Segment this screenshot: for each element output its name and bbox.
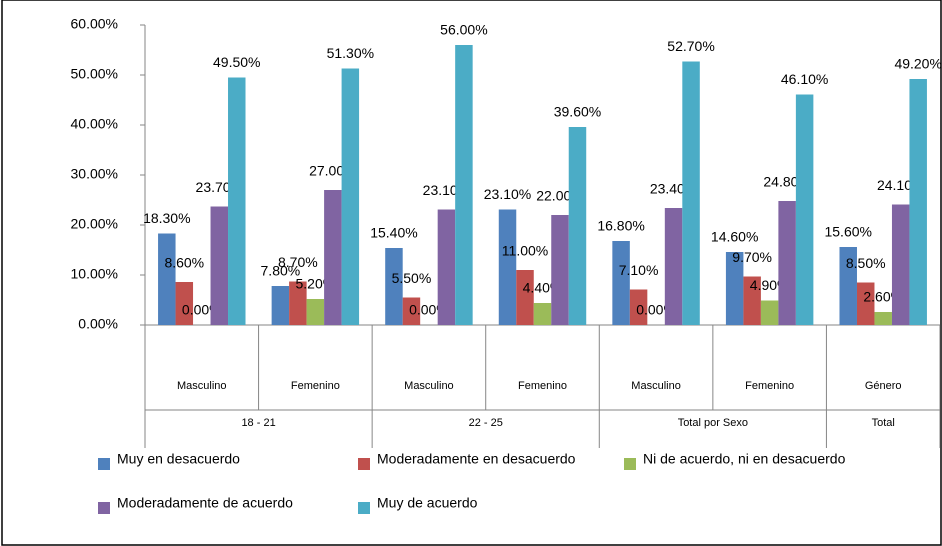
x-tick-label: Masculino: [631, 380, 681, 392]
bar: [682, 61, 700, 325]
value-label: 49.50%: [213, 54, 260, 70]
value-label: 56.00%: [440, 22, 487, 38]
value-label: 49.20%: [894, 56, 941, 72]
value-label: 23.10%: [484, 186, 531, 202]
bar: [437, 209, 456, 325]
value-label: 8.50%: [846, 255, 886, 271]
y-tick-label: 50.00%: [71, 66, 118, 82]
value-label: 7.80%: [261, 263, 301, 279]
value-label: 5.50%: [392, 270, 432, 286]
x-tick-label: Género: [865, 380, 902, 392]
bar: [455, 45, 473, 325]
y-tick-label: 30.00%: [71, 166, 118, 182]
y-tick-label: 20.00%: [71, 216, 118, 232]
bar: [158, 233, 176, 325]
bar: [856, 282, 875, 325]
legend-swatch: [624, 458, 636, 470]
bar: [909, 79, 927, 325]
bar: [289, 281, 307, 325]
bar: [533, 303, 552, 325]
legend-label: Ni de acuerdo, ni en desacuerdo: [643, 451, 846, 467]
legend-label: Muy en desacuerdo: [117, 451, 240, 467]
legend-swatch: [358, 502, 370, 514]
bar: [664, 208, 683, 325]
value-label: 15.60%: [824, 224, 871, 240]
group-label: Total: [872, 417, 895, 429]
x-tick-label: Femenino: [291, 380, 340, 392]
bar: [778, 201, 796, 325]
bar: [629, 289, 648, 325]
value-label: 16.80%: [597, 218, 644, 234]
bar: [210, 206, 229, 325]
bar: [271, 286, 290, 325]
y-tick-label: 0.00%: [78, 316, 118, 332]
value-label: 52.70%: [667, 38, 714, 54]
value-label: 9.70%: [732, 249, 772, 265]
legend-label: Muy de acuerdo: [377, 495, 478, 511]
value-label: 39.60%: [554, 104, 601, 120]
bar: [341, 68, 360, 325]
y-tick-label: 10.00%: [71, 266, 118, 282]
value-label: 14.60%: [711, 229, 758, 245]
value-label: 7.10%: [619, 262, 659, 278]
bar: [612, 241, 630, 325]
bar: [795, 94, 814, 325]
bar: [760, 300, 779, 325]
bar: [175, 282, 194, 325]
bar: [516, 270, 534, 325]
value-label: 8.70%: [278, 254, 318, 270]
bar: [402, 297, 421, 325]
bar: [743, 276, 761, 325]
bar: [324, 190, 342, 325]
x-tick-label: Masculino: [177, 380, 227, 392]
value-label: 8.60%: [164, 255, 204, 271]
x-tick-label: Femenino: [745, 380, 794, 392]
bar: [891, 204, 910, 325]
group-label: 18 - 21: [241, 417, 275, 429]
bar: [306, 299, 325, 325]
value-label: 18.30%: [143, 210, 190, 226]
legend-label: Moderadamente de acuerdo: [117, 495, 293, 511]
legend-swatch: [358, 458, 370, 470]
bar: [385, 248, 403, 325]
value-label: 11.00%: [502, 243, 548, 259]
value-label: 46.10%: [781, 71, 828, 87]
y-tick-label: 60.00%: [71, 16, 118, 32]
legend-swatch: [98, 502, 110, 514]
value-label: 15.40%: [370, 225, 417, 241]
bar: [568, 127, 587, 325]
bar: [725, 252, 744, 325]
bar: [874, 312, 892, 325]
group-label: 22 - 25: [469, 417, 503, 429]
value-label: 51.30%: [327, 45, 374, 61]
bar: [839, 247, 857, 325]
legend-swatch: [98, 458, 110, 470]
x-tick-label: Masculino: [404, 380, 454, 392]
bar: [551, 215, 569, 325]
y-tick-label: 40.00%: [71, 116, 118, 132]
group-label: Total por Sexo: [678, 417, 748, 429]
bar: [498, 209, 517, 325]
legend-label: Moderadamente en desacuerdo: [377, 451, 576, 467]
x-tick-label: Femenino: [518, 380, 567, 392]
bar: [228, 77, 246, 325]
